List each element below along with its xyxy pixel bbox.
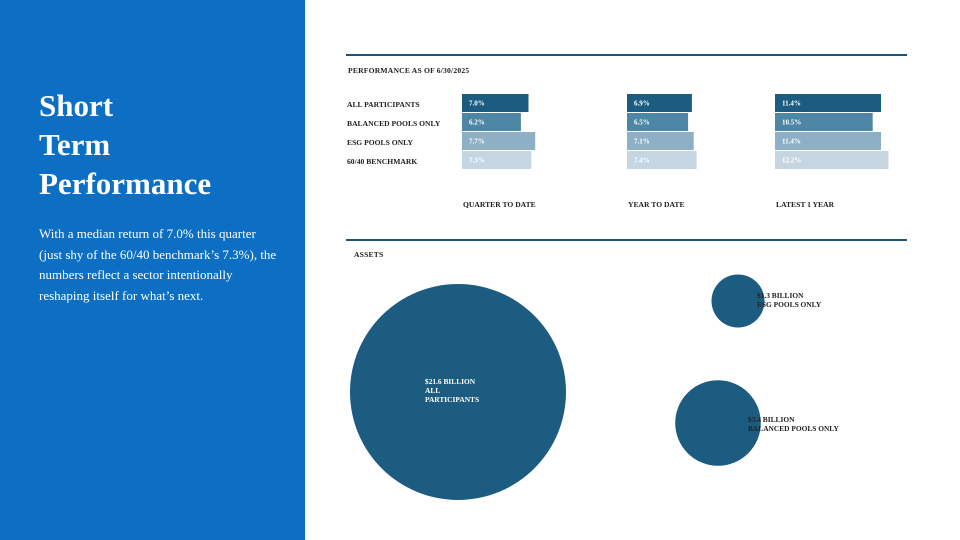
bar bbox=[775, 132, 881, 150]
bar bbox=[462, 132, 536, 150]
performance-chart-title: PERFORMANCE AS OF 6/30/2025 bbox=[348, 66, 470, 75]
bar bbox=[775, 94, 881, 112]
category-label: LATEST 1 YEAR bbox=[776, 200, 835, 209]
bar-value-label: 7.1% bbox=[634, 138, 650, 146]
bar bbox=[627, 94, 692, 112]
bar bbox=[775, 113, 873, 131]
bar bbox=[627, 132, 694, 150]
asset-label: $3.4 BILLION bbox=[748, 415, 795, 424]
asset-label: ALL bbox=[425, 386, 440, 395]
asset-bubble bbox=[675, 380, 761, 466]
title-line: Term bbox=[39, 127, 111, 162]
bar-value-label: 10.5% bbox=[782, 119, 801, 127]
bar-value-label: 7.3% bbox=[469, 157, 485, 165]
top-divider bbox=[346, 54, 907, 56]
category-label: YEAR TO DATE bbox=[628, 200, 685, 209]
bar-value-label: 7.7% bbox=[469, 138, 485, 146]
bar-value-label: 6.9% bbox=[634, 100, 650, 108]
asset-bubble bbox=[350, 284, 566, 500]
bar-value-label: 6.2% bbox=[469, 119, 485, 127]
category-label: QUARTER TO DATE bbox=[463, 200, 536, 209]
assets-divider bbox=[346, 239, 907, 241]
bar-value-label: 6.5% bbox=[634, 119, 650, 127]
side-panel: Short Term Performance With a median ret… bbox=[0, 0, 305, 540]
asset-label: BALANCED POOLS ONLY bbox=[748, 424, 840, 433]
slide-title: Short Term Performance bbox=[39, 86, 289, 203]
bar-value-label: 11.4% bbox=[782, 100, 801, 108]
asset-bubble bbox=[711, 274, 765, 328]
bar bbox=[462, 113, 521, 131]
legend-label: ESG POOLS ONLY bbox=[347, 138, 413, 147]
bar bbox=[627, 151, 697, 169]
bar-value-label: 11.4% bbox=[782, 138, 801, 146]
bar bbox=[775, 151, 889, 169]
bar bbox=[462, 151, 532, 169]
slide-body-text: With a median return of 7.0% this quarte… bbox=[39, 226, 277, 303]
bar-value-label: 7.0% bbox=[469, 100, 485, 108]
asset-label: ESG POOLS ONLY bbox=[757, 300, 822, 309]
asset-label: PARTICIPANTS bbox=[425, 395, 479, 404]
bar bbox=[627, 113, 689, 131]
title-line: Performance bbox=[39, 166, 212, 201]
asset-label: $21.6 BILLION bbox=[425, 377, 476, 386]
title-line: Short bbox=[39, 88, 114, 123]
bar-value-label: 7.4% bbox=[634, 157, 650, 165]
legend-label: ALL PARTICIPANTS bbox=[347, 100, 420, 109]
bar-value-label: 12.2% bbox=[782, 157, 801, 165]
legend-label: 60/40 BENCHMARK bbox=[347, 157, 417, 166]
legend-label: BALANCED POOLS ONLY bbox=[347, 119, 441, 128]
asset-label: $1.3 BILLION bbox=[757, 291, 804, 300]
bar bbox=[462, 94, 529, 112]
assets-chart-title: ASSETS bbox=[354, 250, 384, 259]
